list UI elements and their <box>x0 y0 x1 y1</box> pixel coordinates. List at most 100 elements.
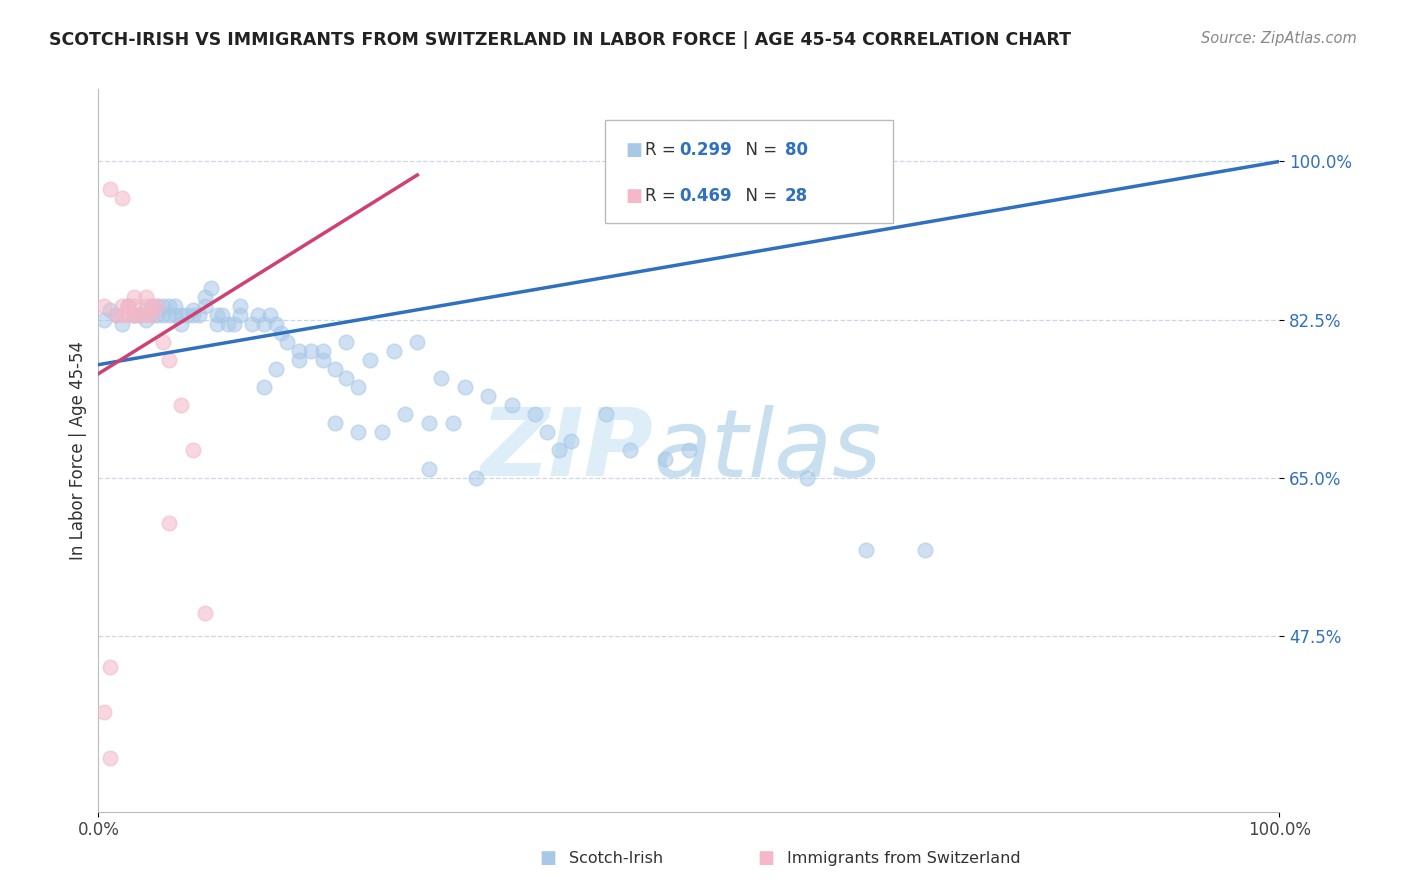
Point <box>157 308 180 322</box>
Point <box>441 417 464 431</box>
Point <box>146 299 169 313</box>
Point <box>111 191 134 205</box>
Point <box>430 371 453 385</box>
Text: R =: R = <box>645 187 682 205</box>
Point <box>194 299 217 313</box>
Point <box>200 281 222 295</box>
Point <box>98 303 121 318</box>
Point <box>619 443 641 458</box>
Text: 0.469: 0.469 <box>679 187 731 205</box>
Point <box>194 606 217 620</box>
Point <box>141 308 163 322</box>
Text: Scotch-Irish: Scotch-Irish <box>569 851 664 865</box>
Point <box>418 461 440 475</box>
Point <box>98 750 121 764</box>
Point <box>217 317 239 331</box>
Point <box>335 334 357 349</box>
Point <box>205 308 228 322</box>
Point <box>170 317 193 331</box>
Point <box>205 317 228 331</box>
Point <box>194 290 217 304</box>
Point <box>465 470 488 484</box>
Point <box>122 308 145 322</box>
Text: 28: 28 <box>785 187 807 205</box>
Point <box>117 308 139 322</box>
Point <box>135 290 157 304</box>
Point <box>276 334 298 349</box>
Point <box>146 299 169 313</box>
Point <box>382 344 405 359</box>
Point <box>122 299 145 313</box>
Point <box>477 389 499 403</box>
Point <box>117 299 139 313</box>
Point <box>796 470 818 484</box>
Point <box>595 407 617 422</box>
Point <box>678 443 700 458</box>
Point <box>93 706 115 720</box>
Point <box>128 308 150 322</box>
Point <box>270 326 292 340</box>
Point <box>264 362 287 376</box>
Point <box>181 308 204 322</box>
Text: ZIP: ZIP <box>481 404 654 497</box>
Point <box>135 303 157 318</box>
Point <box>560 434 582 449</box>
Point <box>135 312 157 326</box>
Point <box>111 317 134 331</box>
Point <box>93 299 115 313</box>
Point <box>347 380 370 394</box>
Point <box>152 299 174 313</box>
Text: atlas: atlas <box>654 405 882 496</box>
Point <box>371 425 394 440</box>
Point <box>288 344 311 359</box>
Point <box>157 299 180 313</box>
Y-axis label: In Labor Force | Age 45-54: In Labor Force | Age 45-54 <box>69 341 87 560</box>
Text: N =: N = <box>735 141 783 159</box>
Point <box>98 181 121 195</box>
Point <box>359 353 381 368</box>
Text: 0.299: 0.299 <box>679 141 733 159</box>
Point <box>211 308 233 322</box>
Point <box>152 308 174 322</box>
Point <box>111 308 134 322</box>
Point <box>323 362 346 376</box>
Text: ■: ■ <box>540 849 557 867</box>
Point <box>240 317 263 331</box>
Point <box>288 353 311 368</box>
Point <box>135 299 157 313</box>
Point <box>128 308 150 322</box>
Point <box>501 398 523 412</box>
Text: Immigrants from Switzerland: Immigrants from Switzerland <box>787 851 1021 865</box>
Text: N =: N = <box>735 187 783 205</box>
Point <box>187 308 209 322</box>
Point <box>453 380 475 394</box>
Point <box>259 308 281 322</box>
Point <box>536 425 558 440</box>
Point <box>406 334 429 349</box>
Point <box>117 299 139 313</box>
Text: ■: ■ <box>758 849 775 867</box>
Point <box>181 443 204 458</box>
Point <box>152 334 174 349</box>
Point <box>181 303 204 318</box>
Point <box>253 380 276 394</box>
Point <box>264 317 287 331</box>
Point <box>105 308 128 322</box>
Point <box>312 353 335 368</box>
Point <box>347 425 370 440</box>
Point <box>98 660 121 674</box>
Point <box>157 353 180 368</box>
Text: R =: R = <box>645 141 682 159</box>
Point <box>122 290 145 304</box>
Point <box>165 299 187 313</box>
Point <box>146 308 169 322</box>
Point <box>111 299 134 313</box>
Text: ■: ■ <box>626 187 643 205</box>
Text: SCOTCH-IRISH VS IMMIGRANTS FROM SWITZERLAND IN LABOR FORCE | AGE 45-54 CORRELATI: SCOTCH-IRISH VS IMMIGRANTS FROM SWITZERL… <box>49 31 1071 49</box>
Point <box>117 299 139 313</box>
Point <box>335 371 357 385</box>
Text: Source: ZipAtlas.com: Source: ZipAtlas.com <box>1201 31 1357 46</box>
Point <box>122 308 145 322</box>
Point <box>548 443 571 458</box>
Point <box>105 308 128 322</box>
